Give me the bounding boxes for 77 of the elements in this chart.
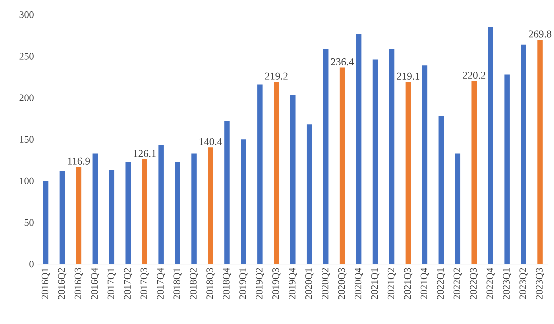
x-tick-label: 2020Q2 bbox=[322, 268, 330, 300]
bar bbox=[422, 66, 428, 264]
y-tick-label: 250 bbox=[20, 53, 34, 60]
data-label: 236.4 bbox=[331, 58, 354, 66]
bar bbox=[323, 49, 329, 264]
y-tick-label: 300 bbox=[20, 12, 34, 18]
bar bbox=[504, 74, 510, 264]
data-label: 116.9 bbox=[68, 158, 90, 165]
x-tick-label: 2018Q3 bbox=[206, 268, 215, 300]
bar bbox=[192, 154, 197, 264]
y-tick-label: 200 bbox=[20, 94, 34, 102]
bar bbox=[356, 34, 362, 264]
bar bbox=[521, 44, 526, 264]
x-tick-label: 2019Q3 bbox=[272, 268, 281, 300]
bar bbox=[43, 181, 49, 264]
bar bbox=[455, 154, 461, 264]
bar bbox=[76, 167, 82, 264]
bar bbox=[175, 162, 180, 264]
bar bbox=[372, 60, 378, 264]
x-tick-label: 2021Q2 bbox=[388, 268, 396, 300]
x-tick-label: 2023Q2 bbox=[520, 268, 528, 300]
x-tick-label: 2018Q2 bbox=[190, 268, 198, 300]
x-tick-label: 2020Q4 bbox=[354, 268, 364, 300]
x-tick-label: 2020Q1 bbox=[306, 268, 314, 300]
x-tick-label: 2017Q1 bbox=[108, 268, 116, 300]
data-label: 140.4 bbox=[200, 138, 222, 146]
bar bbox=[340, 68, 346, 264]
bar bbox=[274, 82, 280, 264]
data-label: 269.8 bbox=[528, 30, 552, 38]
x-tick-label: 2021Q1 bbox=[371, 268, 380, 300]
bar bbox=[109, 170, 115, 264]
bar bbox=[290, 96, 296, 264]
x-tick-label: 2020Q3 bbox=[338, 268, 347, 300]
bar bbox=[142, 160, 148, 264]
x-tick-label: 2016Q2 bbox=[58, 268, 67, 300]
x-tick-label: 2017Q2 bbox=[124, 268, 132, 300]
x-tick-label: 2022Q1 bbox=[437, 268, 446, 300]
x-tick-label: 2017Q3 bbox=[140, 268, 149, 300]
y-tick-label: 100 bbox=[20, 178, 34, 185]
x-tick-label: 2021Q4 bbox=[420, 268, 430, 300]
bar bbox=[92, 154, 98, 264]
x-tick-label: 2019Q1 bbox=[240, 268, 248, 300]
x-tick-label: 2019Q4 bbox=[289, 268, 298, 300]
x-tick-label: 2022Q4 bbox=[486, 268, 495, 300]
data-label: 219.1 bbox=[397, 72, 420, 80]
x-tick-label: 2017Q4 bbox=[157, 268, 166, 300]
bar bbox=[60, 171, 66, 264]
bar bbox=[158, 145, 164, 264]
bar bbox=[438, 116, 444, 264]
bar bbox=[306, 124, 312, 264]
bar bbox=[406, 82, 412, 264]
bar bbox=[389, 49, 395, 264]
x-tick-label: 2023Q3 bbox=[536, 268, 544, 300]
x-tick-label: 2023Q1 bbox=[503, 268, 512, 300]
bar bbox=[538, 40, 543, 264]
bar bbox=[258, 84, 263, 264]
bar bbox=[472, 81, 478, 264]
y-tick-label: 0 bbox=[30, 260, 34, 268]
x-tick-label: 2016Q1 bbox=[42, 268, 50, 300]
bar bbox=[488, 27, 494, 264]
x-tick-label: 2022Q3 bbox=[470, 268, 478, 300]
data-label: 219.2 bbox=[265, 72, 288, 80]
x-tick-label: 2018Q4 bbox=[223, 268, 232, 300]
y-tick-label: 150 bbox=[20, 136, 34, 143]
bar bbox=[224, 121, 230, 264]
data-label: 220.2 bbox=[463, 72, 486, 80]
x-tick-label: 2021Q3 bbox=[404, 268, 413, 300]
x-tick-label: 2016Q3 bbox=[74, 268, 84, 300]
data-label: 126.1 bbox=[134, 150, 156, 158]
bar bbox=[126, 162, 132, 264]
x-tick-label: 2019Q2 bbox=[256, 268, 264, 300]
x-tick-label: 2016Q4 bbox=[91, 268, 100, 300]
x-tick-label: 2018Q1 bbox=[174, 268, 182, 300]
x-tick-label: 2022Q2 bbox=[454, 268, 462, 300]
bar bbox=[241, 140, 246, 264]
bar bbox=[208, 148, 214, 264]
y-tick-label: 50 bbox=[24, 219, 34, 226]
